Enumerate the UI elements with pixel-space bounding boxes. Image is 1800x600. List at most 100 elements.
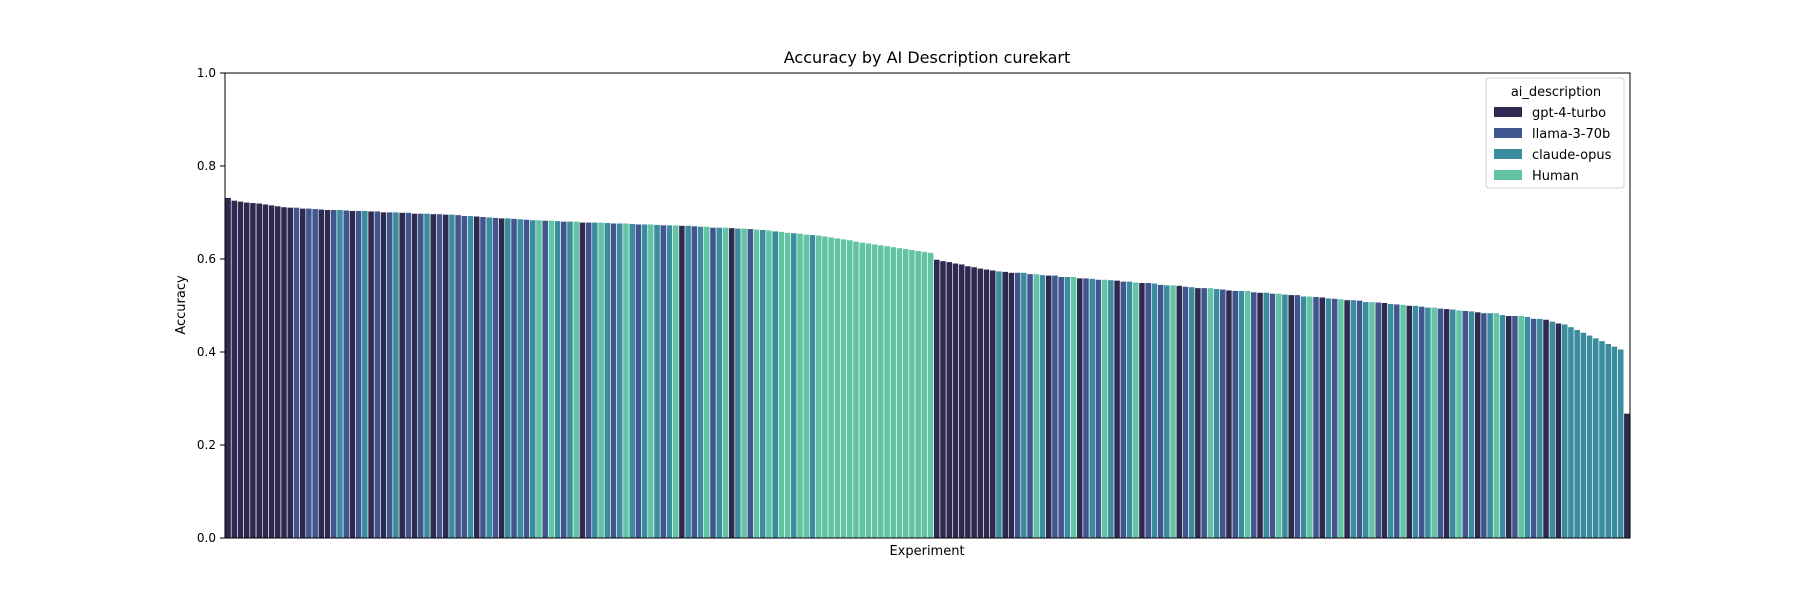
bar-gpt-4-turbo	[261, 203, 269, 539]
bar-human	[796, 233, 804, 539]
bar-gpt-4-turbo	[933, 259, 941, 539]
bar-claude-opus	[1262, 292, 1270, 539]
bar-gpt-4-turbo	[945, 261, 953, 539]
bar-llama-3-70b	[436, 213, 443, 539]
bar-claude-opus	[504, 217, 512, 539]
y-axis-label: Accuracy	[174, 275, 189, 335]
bar-llama-3-70b	[1269, 293, 1276, 539]
y-tick-label: 0.4	[197, 345, 216, 359]
bar-llama-3-70b	[1293, 294, 1301, 539]
bar-llama-3-70b	[342, 209, 350, 539]
legend-items: gpt-4-turbo llama-3-70b claude-opus Human	[1494, 106, 1612, 184]
bar-gpt-4-turbo	[989, 269, 997, 539]
bar-human	[1368, 301, 1376, 539]
bar-claude-opus	[1039, 274, 1046, 539]
bar-human	[902, 248, 910, 539]
bar-gpt-4-turbo	[249, 202, 257, 539]
bar-human	[1455, 309, 1463, 539]
bar-claude-opus	[566, 221, 574, 539]
bar-claude-opus	[1561, 323, 1569, 539]
bar-human	[821, 235, 829, 539]
bar-human	[1101, 279, 1109, 539]
bar-llama-3-70b	[690, 225, 698, 539]
bar-llama-3-70b	[541, 220, 549, 539]
bar-llama-3-70b	[510, 218, 518, 539]
bar-human	[597, 221, 605, 539]
legend-label: llama-3-70b	[1532, 127, 1610, 142]
bar-human	[1492, 312, 1500, 539]
bar-claude-opus	[1449, 308, 1457, 539]
bar-llama-3-70b	[560, 221, 568, 539]
bar-llama-3-70b	[1095, 279, 1102, 539]
bar-gpt-4-turbo	[1008, 272, 1015, 539]
bar-human	[846, 239, 854, 539]
bar-gpt-4-turbo	[1225, 289, 1233, 539]
bar-claude-opus	[1611, 346, 1618, 539]
bar-claude-opus	[995, 270, 1003, 539]
bar-gpt-4-turbo	[958, 263, 966, 539]
bar-gpt-4-turbo	[1194, 287, 1202, 539]
bar-claude-opus	[684, 225, 692, 539]
y-axis-ticks: 0.0 0.2 0.4 0.6 0.8 1.0	[197, 66, 225, 545]
legend-label: Human	[1532, 169, 1579, 184]
bar-human	[908, 249, 916, 539]
bar-gpt-4-turbo	[380, 211, 387, 539]
bar-human	[914, 250, 922, 539]
legend-label: gpt-4-turbo	[1532, 106, 1606, 121]
bar-claude-opus	[554, 220, 562, 539]
bar-human	[927, 252, 935, 539]
bar-llama-3-70b	[1157, 284, 1165, 539]
bar-llama-3-70b	[373, 210, 381, 539]
bar-claude-opus	[1592, 337, 1600, 539]
bar-gpt-4-turbo	[367, 210, 375, 539]
bar-gpt-4-turbo	[970, 266, 978, 539]
bar-gpt-4-turbo	[429, 213, 437, 539]
bar-gpt-4-turbo	[243, 201, 251, 539]
bar-gpt-4-turbo	[1443, 308, 1451, 539]
bar-gpt-4-turbo	[1175, 285, 1183, 539]
bar-claude-opus	[1020, 272, 1028, 539]
bar-human	[827, 236, 835, 539]
legend-label: claude-opus	[1532, 148, 1612, 163]
bar-gpt-4-turbo	[349, 210, 356, 539]
bar-gpt-4-turbo	[983, 268, 990, 539]
bar-llama-3-70b	[709, 227, 717, 539]
bar-llama-3-70b	[1014, 272, 1022, 539]
bar-gpt-4-turbo	[224, 197, 232, 539]
bar-llama-3-70b	[1356, 300, 1363, 539]
bar-human	[753, 228, 760, 539]
bar-human	[852, 241, 860, 539]
bar-human	[865, 242, 872, 539]
bar-gpt-4-turbo	[280, 206, 288, 539]
bar-gpt-4-turbo	[1474, 311, 1482, 539]
bar-llama-3-70b	[460, 215, 468, 539]
bar-human	[1169, 284, 1177, 539]
bar-claude-opus	[1063, 276, 1071, 539]
bar-claude-opus	[1586, 334, 1593, 539]
bar-llama-3-70b	[293, 207, 300, 539]
legend: ai_description gpt-4-turbo llama-3-70b cla…	[1485, 77, 1625, 189]
bar-claude-opus	[1300, 295, 1308, 539]
bar-human	[1070, 276, 1078, 539]
bar-claude-opus	[1567, 326, 1575, 539]
bar-human	[1275, 293, 1283, 539]
bar-gpt-4-turbo	[255, 202, 263, 539]
bar-claude-opus	[336, 209, 344, 539]
bar-claude-opus	[603, 222, 611, 539]
bar-claude-opus	[1188, 286, 1196, 539]
bar-human	[672, 224, 680, 539]
bar-gpt-4-turbo	[1138, 282, 1146, 539]
bar-claude-opus	[1163, 284, 1171, 539]
bar-llama-3-70b	[746, 228, 754, 539]
bar-claude-opus	[1536, 318, 1544, 539]
bar-claude-opus	[809, 234, 816, 539]
y-tick-label: 0.8	[197, 159, 216, 173]
bar-human	[1132, 281, 1140, 539]
bar-llama-3-70b	[610, 222, 617, 539]
bar-claude-opus	[1468, 310, 1475, 539]
bar-claude-opus	[715, 227, 723, 539]
bar-claude-opus	[734, 228, 742, 539]
bar-gpt-4-turbo	[317, 208, 325, 539]
bar-llama-3-70b	[1331, 298, 1339, 539]
